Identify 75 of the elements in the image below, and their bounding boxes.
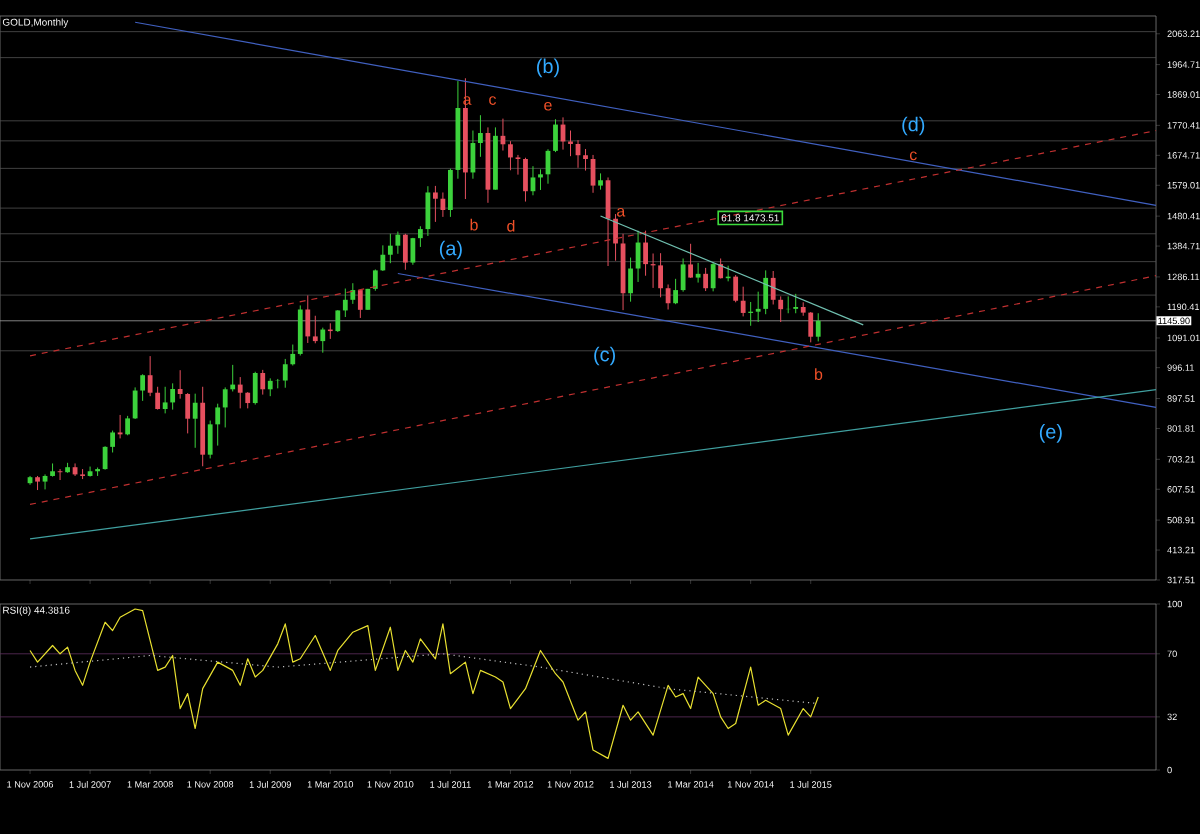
candlestick [703,267,709,292]
candlestick [297,304,303,356]
candlestick [320,327,326,354]
candlestick [185,392,191,434]
annotation: (c) [594,346,615,366]
candlestick [305,294,311,344]
candlestick [372,268,378,292]
candlestick [628,257,633,303]
candlestick [102,445,108,471]
candlestick [177,369,183,400]
candlestick [553,118,558,153]
candlestick [613,213,618,262]
candlestick [815,312,821,342]
candlestick [162,386,168,414]
candlestick [425,185,431,237]
candlestick [673,278,678,305]
candlestick [718,257,724,280]
line-series [29,608,819,759]
candlestick [568,130,573,157]
candlestick [207,420,213,459]
candlestick [643,230,648,277]
candlestick [763,269,769,315]
candlestick [417,225,423,248]
candlestick [350,282,356,305]
candlestick [680,257,686,293]
candlestick [808,311,814,343]
candlestick [658,252,663,298]
candlestick [357,289,363,319]
candlestick [140,373,146,402]
candlestick [402,233,408,271]
candlestick [342,288,348,318]
candlestick [222,386,228,428]
candlestick [710,262,716,292]
candlestick [770,270,776,305]
candlestick [410,237,416,266]
candlestick [237,376,243,409]
candlestick [155,386,161,411]
candlestick [523,157,528,203]
candlestick [312,315,318,344]
candlestick [733,274,739,303]
candlestick [380,244,386,272]
candlestick [448,168,453,218]
candlestick [117,414,123,439]
candlestick [583,148,588,172]
candlestick [478,114,483,158]
candlestick [688,243,694,279]
candlestick [125,415,131,436]
candlestick [335,309,341,333]
candlestick [387,233,393,264]
candlestick [290,344,296,367]
annotation: (d) [902,116,925,136]
candlestick [695,262,701,284]
candlestick [432,185,438,223]
candlestick [508,140,513,171]
candlestick [260,369,266,396]
candlestick [110,430,116,453]
candlestick [515,154,521,176]
candlestick [192,393,198,449]
candlestick [740,286,746,317]
line-series [29,653,819,705]
candlestick [440,191,446,218]
candlestick [395,231,401,255]
candlestick [170,382,176,411]
candlestick [215,403,221,447]
candlestick [755,291,761,323]
annotation: (b) [537,58,559,78]
candlestick [282,358,288,389]
candlestick [147,355,153,397]
candlestick [778,295,784,323]
candlestick [538,168,543,191]
candlestick [793,293,799,314]
candlestick [252,371,258,406]
annotation: (e) [1039,424,1062,443]
annotation: (a) [439,240,462,260]
candlestick [132,386,138,420]
